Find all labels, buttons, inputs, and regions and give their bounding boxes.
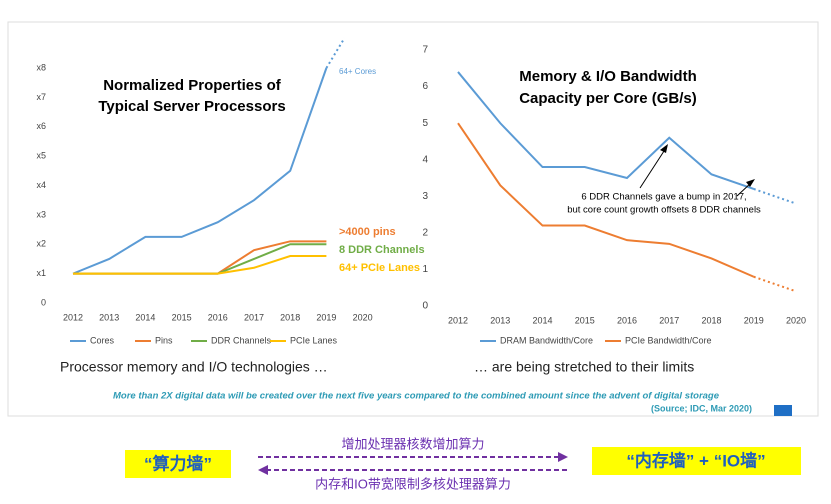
legend-label: PCIe Lanes (290, 335, 338, 345)
annotation-arrow (639, 147, 667, 189)
x-tick-label: 2016 (617, 315, 637, 325)
chart-title: Normalized Properties of (103, 77, 282, 94)
x-tick-label: 2018 (701, 315, 721, 325)
x-tick-label: 2015 (172, 312, 192, 322)
wall-label: “内存墙” + “IO墙” (626, 450, 765, 470)
y-tick-label: x5 (36, 151, 46, 161)
y-tick-label: x2 (36, 239, 46, 249)
y-tick-label: x1 (36, 268, 46, 278)
x-tick-label: 2016 (208, 312, 228, 322)
y-tick-label: x4 (36, 180, 46, 190)
arrow-label: 增加处理器核数增加算力 (341, 436, 484, 451)
annotation-arrowhead (746, 179, 755, 187)
source: (Source; IDC, Mar 2020) (651, 403, 752, 413)
x-tick-label: 2015 (575, 315, 595, 325)
slide-frame (7, 21, 819, 417)
series-line (72, 67, 328, 275)
annotation: but core count growth offsets 8 DDR chan… (567, 205, 761, 216)
y-tick-label: 5 (422, 118, 428, 129)
annotation: 64+ PCIe Lanes (339, 262, 420, 274)
legend-label: Pins (155, 335, 173, 345)
series-line (457, 122, 755, 278)
caption: Processor memory and I/O technologies … (60, 359, 328, 375)
x-tick-label: 2018 (280, 312, 300, 322)
wall-label: “算力墙” (144, 453, 212, 473)
y-tick-label: x7 (36, 92, 46, 102)
series-line (457, 71, 755, 190)
logo-block (774, 405, 792, 416)
annotation: >4000 pins (339, 226, 396, 238)
x-tick-label: 2014 (135, 312, 155, 322)
x-tick-label: 2019 (744, 315, 764, 325)
x-tick-label: 2019 (316, 312, 336, 322)
x-tick-label: 2014 (532, 315, 552, 325)
chart-title: Memory & I/O Bandwidth (519, 68, 697, 85)
y-tick-label: 6 (422, 81, 428, 92)
annotation-arrowhead (660, 144, 668, 153)
x-tick-label: 2020 (353, 312, 373, 322)
x-tick-label: 2013 (490, 315, 510, 325)
caption: … are being stretched to their limits (474, 359, 694, 375)
chart-title: Capacity per Core (GB/s) (519, 90, 697, 107)
arrow-label: 内存和IO带宽限制多核处理器算力 (315, 476, 511, 491)
x-tick-label: 2012 (63, 312, 83, 322)
legend-label: DDR Channels (211, 335, 272, 345)
y-tick-label: x6 (36, 121, 46, 131)
arrow-head (258, 465, 268, 475)
y-tick-label: 0 (41, 297, 46, 307)
x-tick-label: 2017 (659, 315, 679, 325)
y-tick-label: 7 (422, 45, 428, 56)
chart-title: Typical Server Processors (98, 98, 285, 115)
x-tick-label: 2020 (786, 315, 806, 325)
x-tick-label: 2013 (99, 312, 119, 322)
y-tick-label: 3 (422, 191, 428, 202)
x-tick-label: 2012 (448, 315, 468, 325)
x-tick-label: 2017 (244, 312, 264, 322)
y-tick-label: 2 (422, 227, 428, 238)
label-bg (125, 450, 231, 478)
y-tick-label: 1 (422, 264, 428, 275)
y-tick-label: x8 (36, 62, 46, 72)
annotation: 8 DDR Channels (339, 244, 425, 256)
y-tick-label: x3 (36, 209, 46, 219)
legend-label: Cores (90, 335, 115, 345)
label-bg (592, 447, 801, 475)
annotation: 64+ Cores (339, 67, 376, 76)
legend-label: PCIe Bandwidth/Core (625, 335, 712, 345)
legend-label: DRAM Bandwidth/Core (500, 335, 593, 345)
series-line (73, 255, 327, 275)
cores-projection (325, 37, 346, 69)
arrow-head (558, 452, 568, 462)
y-tick-label: 4 (422, 154, 428, 165)
y-tick-label: 0 (422, 301, 428, 312)
annotation: 6 DDR Channels gave a bump in 2017, (581, 192, 746, 203)
footnote: More than 2X digital data will be create… (113, 391, 720, 402)
